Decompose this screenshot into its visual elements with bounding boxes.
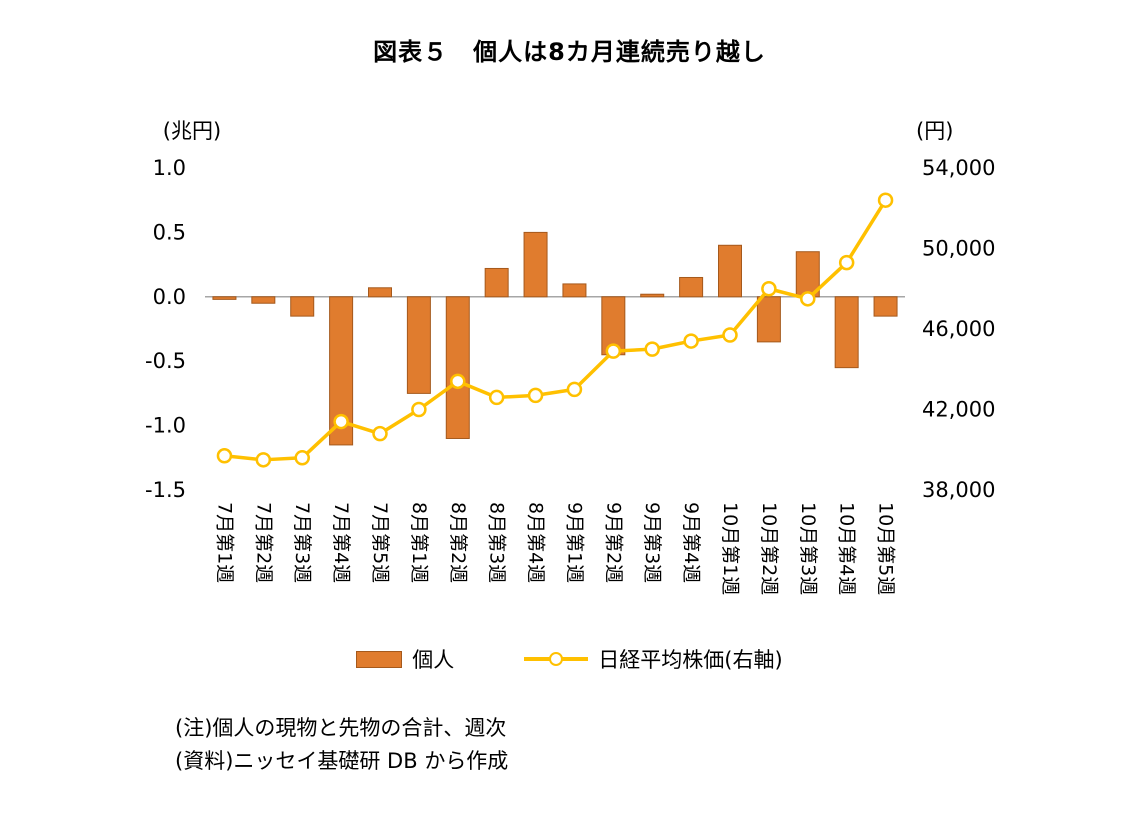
x-axis-label: 7月第3週 [291,502,313,583]
left-axis-tick-label: -1.0 [145,414,186,438]
right-axis-tick-label: 46,000 [922,317,995,341]
bar-individual [679,276,704,298]
notes: (注)個人の現物と先物の合計、週次 (資料)ニッセイ基礎研 DB から作成 [175,712,508,777]
nikkei-marker-icon [450,373,466,390]
left-axis-unit-label: (兆円) [163,119,221,143]
bar-individual [368,287,392,298]
note-line-1: (注)個人の現物と先物の合計、週次 [175,716,507,740]
nikkei-marker-icon [333,413,349,430]
legend-line-marker-icon [549,652,564,666]
nikkei-marker-icon [216,448,233,464]
nikkei-marker-icon [838,254,855,271]
nikkei-marker-icon [761,281,777,297]
x-axis-label: 8月第1週 [408,502,430,583]
chart-title: 図表５ 個人は8カ月連続売り越し [373,38,766,66]
bar-individual [562,283,587,298]
x-axis-label: 10月第2週 [758,502,780,595]
legend-label-nikkei: 日経平均株価(右軸) [598,648,783,672]
bar-individual [445,296,470,439]
bar-individual [523,231,548,298]
nikkei-marker-icon [411,401,427,418]
x-axis-label: 9月第2週 [602,502,624,583]
right-axis-tick-label: 54,000 [922,156,995,180]
left-axis-tick-label: 1.0 [153,156,186,180]
bar-individual [640,293,665,298]
nikkei-marker-icon [488,389,505,406]
note-line-2: (資料)ニッセイ基礎研 DB から作成 [175,748,509,773]
nikkei-marker-icon [683,333,699,349]
x-axis-label: 8月第3週 [486,502,508,583]
right-axis-tick-label: 38,000 [922,478,995,502]
x-axis-label: 10月第4週 [836,502,858,595]
bar-individual [873,296,898,317]
nikkei-marker-icon [566,381,583,398]
right-axis-tick-label: 42,000 [922,398,995,422]
nikkei-marker-icon [372,425,388,442]
x-axis-label: 7月第4週 [330,502,352,583]
x-axis-label: 7月第5週 [369,502,391,583]
x-axis-label: 8月第4週 [525,502,547,583]
x-axis-label: 9月第1週 [563,502,585,583]
x-axis-label: 9月第4週 [680,502,702,583]
nikkei-marker-icon [877,192,894,208]
x-axis-label: 10月第3週 [797,502,819,595]
legend-bar-swatch-icon [356,650,403,668]
bar-individual [251,296,276,304]
nikkei-marker-icon [722,327,738,343]
x-axis-label: 8月第2週 [447,502,469,583]
bar-individual [212,296,237,300]
bar-individual [834,296,859,369]
left-axis-tick-label: 0.5 [153,220,186,244]
legend-item-nikkei: 日経平均株価(右軸) [524,644,783,674]
nikkei-marker-icon [605,343,622,359]
legend-line-swatch-icon [524,650,589,668]
x-axis-label: 10月第1週 [719,502,741,595]
bar-individual [756,296,781,343]
nikkei-marker-icon [527,387,544,404]
left-axis-tick-label: 0.0 [153,285,186,309]
bar-individual [290,296,315,317]
nikkei-marker-icon [294,450,310,466]
bar-individual [718,244,742,298]
left-axis-tick-label: -0.5 [145,349,186,373]
left-axis-tick-label: -1.5 [145,478,186,502]
x-axis-label: 9月第3週 [641,502,663,583]
x-axis-label: 10月第5週 [875,502,897,595]
legend: 個人 日経平均株価(右軸) [0,644,1139,674]
nikkei-marker-icon [800,291,816,307]
bar-individual [484,267,509,298]
legend-item-individual: 個人 [356,644,454,674]
nikkei-marker-icon [644,341,660,357]
bar-individual [406,296,431,394]
nikkei-marker-icon [255,452,272,468]
nikkei-line [222,198,888,462]
x-axis-label: 7月第1週 [213,502,235,583]
right-axis-tick-label: 50,000 [922,237,995,261]
legend-label-individual: 個人 [412,648,455,672]
x-axis-label: 7月第2週 [252,502,274,583]
bar-individual [329,296,354,446]
right-axis-unit-label: (円) [916,119,953,143]
